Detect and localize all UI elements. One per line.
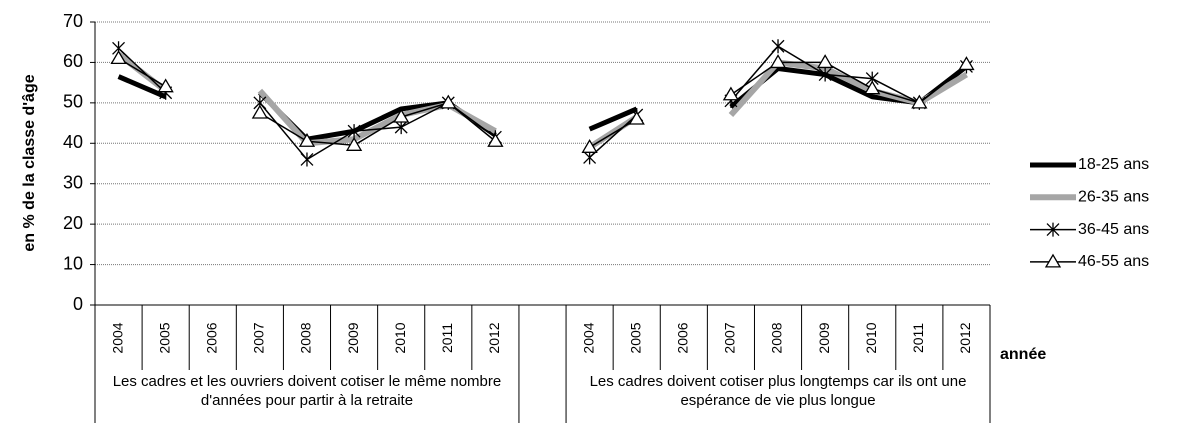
x-tick-label: 2009	[816, 322, 832, 353]
x-tick-label: 2009	[345, 322, 361, 353]
y-tick-label: 30	[63, 172, 83, 192]
x-tick-label: 2011	[439, 323, 455, 353]
x-tick-label: 2006	[203, 322, 219, 353]
marker	[911, 94, 928, 109]
x-tick-label: 2010	[392, 322, 408, 353]
marker	[440, 94, 457, 109]
marker	[251, 104, 268, 119]
marker	[818, 67, 832, 82]
marker	[771, 39, 785, 54]
x-tick-label: 2010	[863, 322, 879, 353]
group-label: Les cadres et les ouvriers doivent cotis…	[112, 373, 502, 409]
y-tick-label: 70	[63, 11, 83, 31]
marker	[298, 132, 316, 147]
marker	[1046, 222, 1060, 237]
x-tick-label: 2004	[580, 322, 596, 353]
marker	[347, 124, 361, 139]
marker	[487, 132, 504, 147]
x-axis-label: année	[1000, 346, 1046, 363]
marker	[581, 139, 598, 153]
x-tick-label: 2008	[298, 322, 314, 353]
marker	[722, 86, 740, 101]
marker	[110, 50, 127, 65]
y-tick-label: 60	[63, 51, 83, 71]
x-tick-label: 2007	[722, 322, 738, 353]
series-line	[118, 57, 967, 148]
legend-label: 18-25 ans	[1078, 156, 1149, 173]
marker	[157, 78, 174, 93]
legend-label: 26-35 ans	[1078, 189, 1149, 206]
series-line	[117, 64, 968, 142]
marker	[958, 56, 975, 71]
legend-label: 46-55 ans	[1078, 253, 1149, 270]
x-tick-label: 2011	[910, 323, 926, 353]
series-line	[118, 45, 967, 161]
x-tick-label: 2005	[156, 322, 172, 353]
marker	[1044, 253, 1062, 268]
y-tick-label: 0	[73, 294, 83, 314]
group-label: Les cadres doivent cotiser plus longtemp…	[589, 373, 967, 409]
marker	[817, 54, 834, 69]
x-tick-label: 2012	[486, 322, 502, 353]
marker	[864, 80, 881, 95]
marker	[345, 137, 363, 151]
y-tick-label: 40	[63, 132, 83, 152]
x-tick-label: 2006	[675, 322, 691, 353]
x-tick-label: 2005	[627, 322, 643, 353]
y-tick-label: 20	[63, 213, 83, 233]
marker	[393, 108, 410, 123]
x-tick-label: 2004	[109, 322, 125, 353]
x-tick-label: 2008	[769, 322, 785, 353]
y-tick-label: 10	[63, 253, 83, 273]
legend-label: 36-45 ans	[1078, 221, 1149, 238]
series-line	[116, 51, 968, 150]
y-tick-label: 50	[63, 92, 83, 112]
marker	[300, 152, 314, 167]
x-tick-label: 2012	[957, 322, 973, 353]
marker	[628, 110, 645, 125]
x-tick-label: 2007	[251, 322, 267, 353]
marker	[769, 54, 787, 69]
y-axis-label: en % de la classe d'âge	[21, 74, 38, 251]
